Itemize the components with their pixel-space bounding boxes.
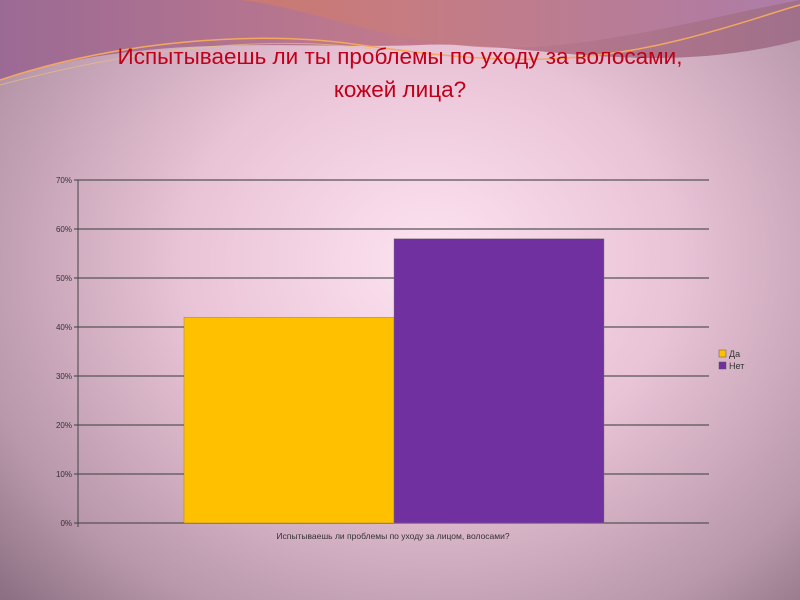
legend-swatch: [718, 361, 727, 370]
y-tick-label: 60%: [56, 225, 72, 234]
y-tick-label: 10%: [56, 470, 72, 479]
decorative-swoosh: [0, 0, 800, 86]
y-tick-label: 20%: [56, 421, 72, 430]
x-category-label: Испытываешь ли проблемы по уходу за лицо…: [276, 531, 509, 541]
y-tick-label: 30%: [56, 372, 72, 381]
legend-label: Нет: [729, 361, 744, 371]
bar-da: [183, 317, 395, 524]
y-tick-label: 0%: [60, 519, 72, 528]
title-line-1: Испытываешь ли ты проблемы по уходу за в…: [117, 44, 683, 69]
legend-swatch: [718, 349, 727, 358]
y-tick-label: 40%: [56, 323, 72, 332]
slide-title: Испытываешь ли ты проблемы по уходу за в…: [40, 40, 760, 106]
y-tick-label: 50%: [56, 274, 72, 283]
legend-label: Да: [729, 349, 740, 359]
title-line-2: кожей лица?: [333, 77, 467, 102]
bar-net: [393, 238, 605, 524]
y-tick-label: 70%: [56, 176, 72, 185]
